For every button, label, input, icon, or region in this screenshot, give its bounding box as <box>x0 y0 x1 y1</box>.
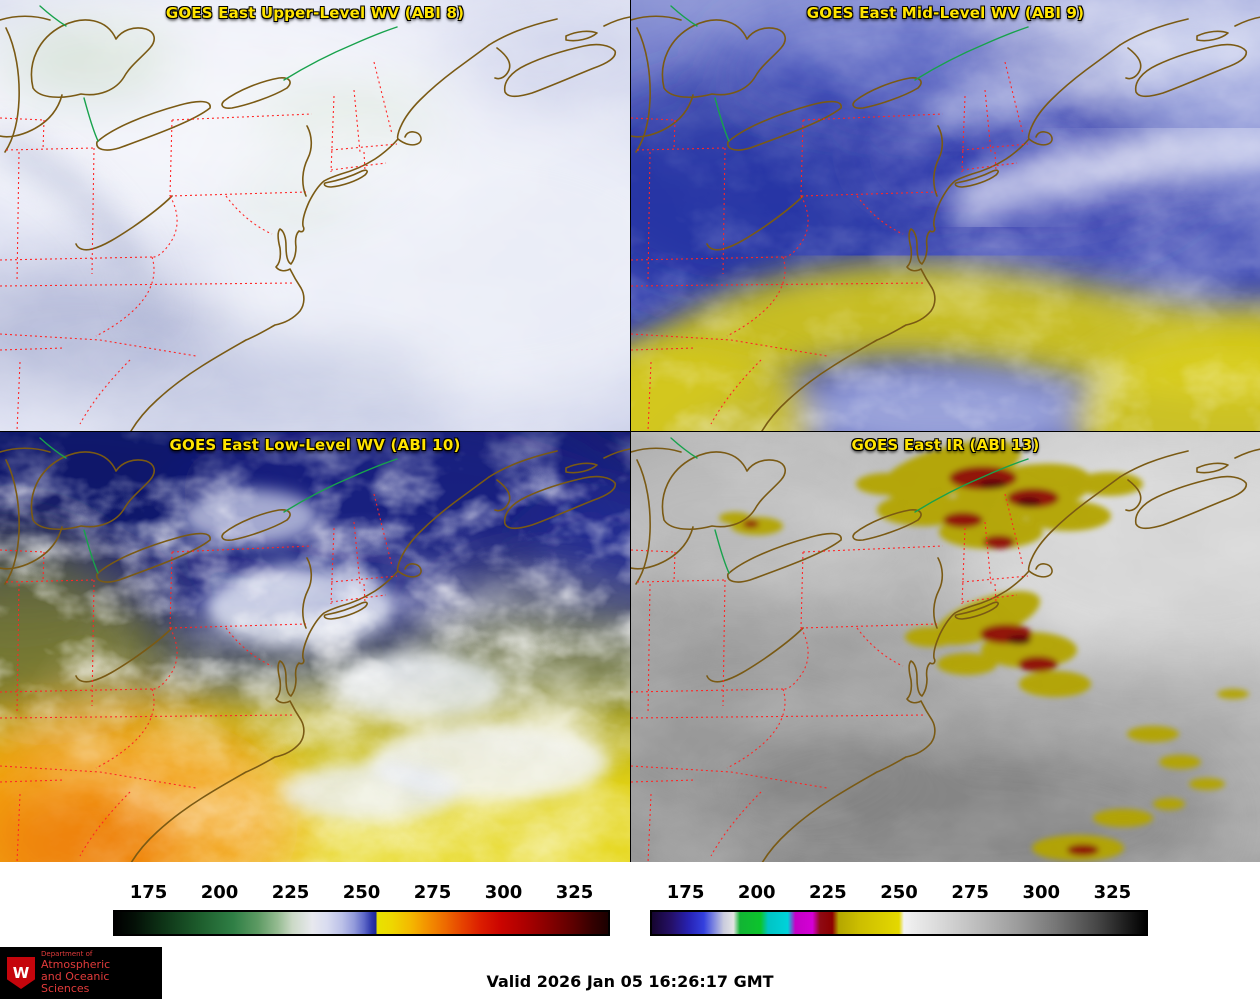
colorbar-tick: 175 <box>129 882 168 903</box>
wv-colorbar-gradient <box>113 910 610 936</box>
logo-text: Department of Atmospheric and Oceanic Sc… <box>41 951 155 994</box>
panel-upper-level-wv: GOES East Upper-Level WV (ABI 8) <box>0 0 630 431</box>
panel-title: GOES East Upper-Level WV (ABI 8) <box>165 4 465 22</box>
valid-timestamp: Valid 2026 Jan 05 16:26:17 GMT <box>486 972 774 991</box>
crest-letter: W <box>12 964 30 982</box>
colorbar-tick: 175 <box>666 882 705 903</box>
aos-logo: W Department of Atmospheric and Oceanic … <box>0 947 162 999</box>
colorbar-tick: 325 <box>555 882 594 903</box>
upper-level-wv-image <box>0 0 630 431</box>
panel-title: GOES East Low-Level WV (ABI 10) <box>169 436 461 454</box>
colorbar-tick: 275 <box>413 882 452 903</box>
colorbar-tick: 325 <box>1093 882 1132 903</box>
colorbar-tick: 250 <box>880 882 918 903</box>
wv-colorbar: 175 200 225 250 275 300 325 <box>113 882 610 938</box>
colorbar-tick: 200 <box>200 882 239 903</box>
colorbar-tick: 225 <box>809 882 847 903</box>
colorbar-tick: 275 <box>951 882 989 903</box>
colorbar-tick: 300 <box>484 882 523 903</box>
logo-line-2: and Oceanic Sciences <box>41 969 110 995</box>
colorbar-tick: 225 <box>271 882 310 903</box>
colorbar-tick: 300 <box>1022 882 1061 903</box>
logo-dept-line: Department of <box>41 950 93 959</box>
ir-image <box>631 432 1260 862</box>
logo-line-1: Atmospheric <box>41 957 111 971</box>
ir-colorbar-gradient <box>650 910 1148 936</box>
colorbar-tick: 250 <box>342 882 381 903</box>
mid-level-wv-image <box>631 0 1260 431</box>
colorbar-tick: 200 <box>737 882 776 903</box>
panel-low-level-wv: GOES East Low-Level WV (ABI 10) <box>0 431 630 862</box>
wv-colorbar-ticks: 175 200 225 250 275 300 325 <box>113 882 610 906</box>
panel-ir: GOES East IR (ABI 13) <box>630 431 1260 862</box>
low-level-wv-image <box>0 432 630 862</box>
panel-title: GOES East Mid-Level WV (ABI 9) <box>806 4 1085 22</box>
panel-title: GOES East IR (ABI 13) <box>851 436 1040 454</box>
ir-colorbar: 175 200 225 250 275 300 325 <box>650 882 1148 938</box>
panel-mid-level-wv: GOES East Mid-Level WV (ABI 9) <box>630 0 1260 431</box>
ir-colorbar-ticks: 175 200 225 250 275 300 325 <box>650 882 1148 906</box>
